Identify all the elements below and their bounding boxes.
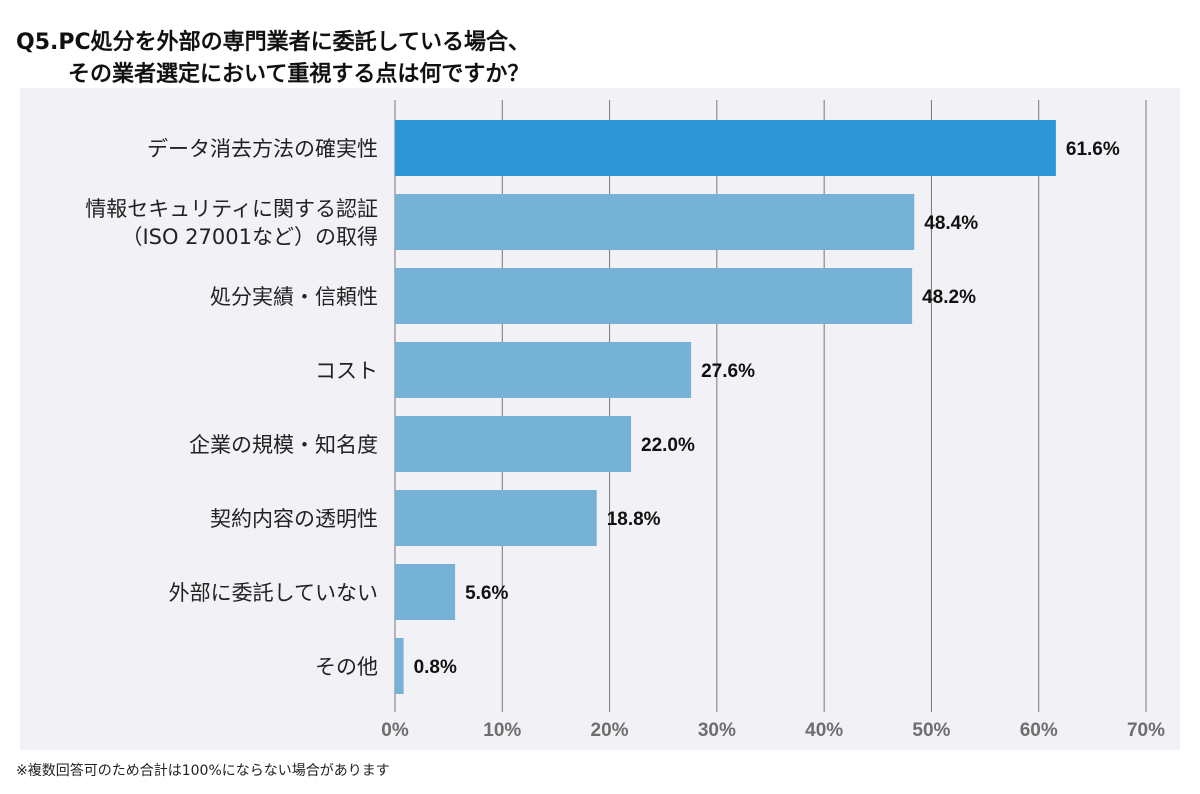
value-label: 27.6% <box>701 361 755 382</box>
value-label: 5.6% <box>465 583 508 604</box>
x-tick-label: 70% <box>1127 720 1165 741</box>
bar <box>395 416 632 472</box>
bar <box>395 638 404 694</box>
x-tick-label: 20% <box>591 720 629 741</box>
category-label: 契約内容の透明性 <box>210 507 378 531</box>
footnote: ※複数回答可のため合計は100%にならない場合があります <box>16 763 390 779</box>
x-tick-label: 0% <box>381 720 409 741</box>
category-label: 外部に委託していない <box>169 581 378 605</box>
x-tick-label: 10% <box>483 720 521 741</box>
x-tick-label: 60% <box>1020 720 1058 741</box>
bar <box>395 564 456 620</box>
value-label: 48.4% <box>924 213 978 234</box>
value-label: 61.6% <box>1066 139 1120 160</box>
chart-title-line1: Q5.PC処分を外部の専門業者に委託している場合、 <box>16 30 530 55</box>
bar <box>395 342 692 398</box>
bar <box>395 490 597 546</box>
category-label: 企業の規模・知名度 <box>189 433 378 457</box>
category-label: 処分実績・信頼性 <box>210 285 378 309</box>
x-tick-label: 50% <box>912 720 950 741</box>
value-label: 22.0% <box>641 435 695 456</box>
bar <box>395 194 915 250</box>
value-label: 48.2% <box>922 287 976 308</box>
x-tick-label: 40% <box>805 720 843 741</box>
bar <box>395 120 1056 176</box>
category-label: コスト <box>315 359 378 383</box>
category-label: （ISO 27001など）の取得 <box>121 225 378 249</box>
chart-title-line2: その業者選定において重視する点は何ですか？ <box>68 62 530 87</box>
x-tick-label: 30% <box>698 720 736 741</box>
category-label: 情報セキュリティに関する認証 <box>85 197 378 221</box>
value-label: 18.8% <box>607 509 661 530</box>
bar <box>395 268 913 324</box>
category-label: その他 <box>315 655 378 679</box>
category-label: データ消去方法の確実性 <box>147 137 378 161</box>
value-label: 0.8% <box>414 657 457 678</box>
